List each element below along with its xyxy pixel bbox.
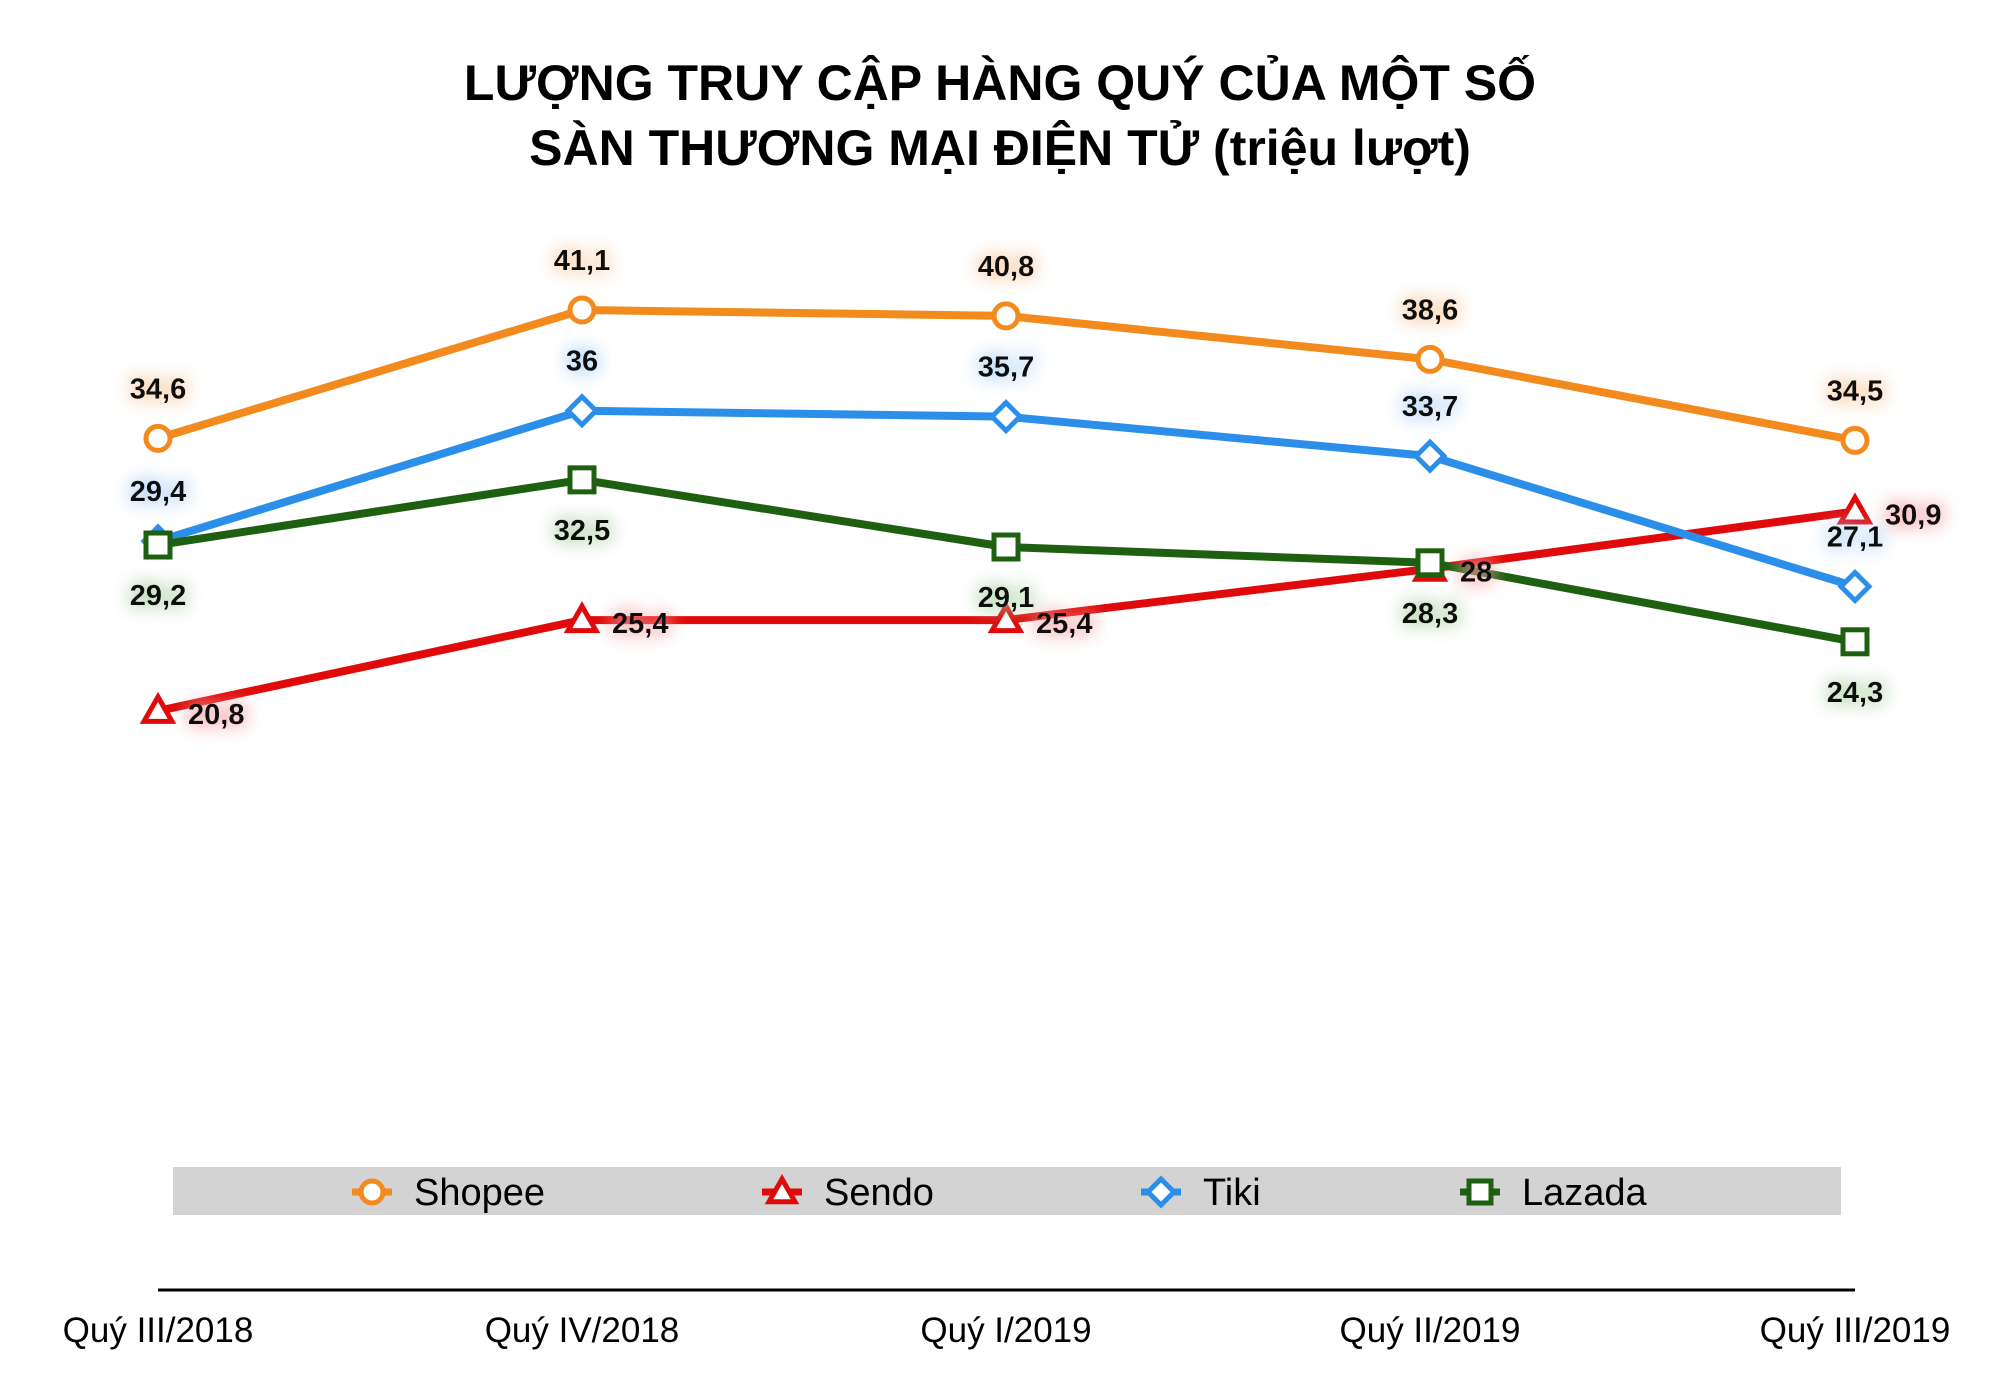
lazada-point-3 xyxy=(991,532,1021,562)
shopee-series xyxy=(143,295,1870,455)
legend-label-shopee: Shopee xyxy=(414,1172,545,1214)
legend-item-tiki: Tiki xyxy=(1141,1172,1261,1214)
sendo-point-3 xyxy=(987,601,1025,634)
series-layer xyxy=(139,295,1874,724)
tiki-data-label-5: 27,1 xyxy=(1827,522,1883,554)
shopee-point-1 xyxy=(143,423,173,453)
sendo-point-2 xyxy=(563,601,601,634)
lazada-data-label-3: 29,1 xyxy=(978,582,1034,614)
lazada-point-1 xyxy=(143,530,173,560)
legend-label-sendo: Sendo xyxy=(824,1172,934,1214)
lazada-series xyxy=(143,465,1870,657)
tiki-data-label-4: 33,7 xyxy=(1402,391,1458,423)
lazada-point-2 xyxy=(567,465,597,495)
tiki-point-2 xyxy=(564,393,600,429)
legend-item-sendo: Sendo xyxy=(762,1172,934,1214)
tiki-point-3 xyxy=(988,399,1024,435)
legend-label-tiki: Tiki xyxy=(1203,1172,1261,1214)
shopee-data-label-2: 41,1 xyxy=(554,245,610,277)
lazada-data-label-1: 29,2 xyxy=(130,580,186,612)
sendo-data-label-3: 25,4 xyxy=(1036,608,1092,640)
tiki-data-label-1: 29,4 xyxy=(130,476,186,508)
sendo-point-1 xyxy=(139,691,177,724)
legend-background xyxy=(173,1167,1841,1215)
legend-label-lazada: Lazada xyxy=(1522,1172,1648,1214)
data-label-layer: 34,6 41,1 40,8 38,6 34,5 20,8 25,4 25,4 28 30,9 29… xyxy=(130,245,1942,731)
x-tick-label-3: Quý I/2019 xyxy=(920,1311,1091,1350)
shopee-point-2 xyxy=(567,295,597,325)
legend: Shopee Sendo Tiki Lazada xyxy=(173,1167,1841,1215)
sendo-data-label-2: 25,4 xyxy=(612,608,668,640)
lazada-point-5 xyxy=(1840,627,1870,657)
legend-marker-shopee xyxy=(358,1178,386,1206)
shopee-point-3 xyxy=(991,301,1021,331)
sendo-data-label-5: 30,9 xyxy=(1885,499,1941,531)
sendo-data-label-4: 28 xyxy=(1460,557,1492,589)
shopee-data-label-4: 38,6 xyxy=(1402,294,1458,326)
sendo-data-label-1: 20,8 xyxy=(188,699,244,731)
tiki-data-label-2: 36 xyxy=(566,346,598,378)
shopee-data-label-5: 34,5 xyxy=(1827,375,1883,407)
tiki-series xyxy=(140,393,1873,605)
x-tick-label-2: Quý IV/2018 xyxy=(485,1311,680,1350)
chart-title-line-2: SÀN THƯƠNG MẠI ĐIỆN TỬ (triệu lượt) xyxy=(529,119,1471,176)
legend-marker-lazada xyxy=(1466,1178,1494,1206)
lazada-data-label-2: 32,5 xyxy=(554,515,610,547)
lazada-point-4 xyxy=(1415,548,1445,578)
tiki-point-5 xyxy=(1837,568,1873,605)
x-tick-label-4: Quý II/2019 xyxy=(1340,1311,1521,1350)
legend-items: Shopee Sendo Tiki Lazada xyxy=(352,1172,1648,1214)
shopee-point-4 xyxy=(1415,344,1445,374)
x-tick-layer: Quý III/2018 Quý IV/2018 Quý I/2019 Quý II/… xyxy=(63,1311,1951,1350)
shopee-data-label-1: 34,6 xyxy=(130,373,186,405)
lazada-data-label-5: 24,3 xyxy=(1827,677,1883,709)
shopee-point-5 xyxy=(1840,425,1870,455)
tiki-point-4 xyxy=(1412,438,1448,474)
chart-title-line-1: LƯỢNG TRUY CẬP HÀNG QUÝ CỦA MỘT SỐ xyxy=(464,54,1536,111)
legend-item-shopee: Shopee xyxy=(352,1172,545,1214)
sendo-point-5 xyxy=(1836,492,1874,525)
legend-marker-sendo xyxy=(764,1173,800,1205)
tiki-data-label-3: 35,7 xyxy=(978,352,1034,384)
lazada-data-label-4: 28,3 xyxy=(1402,598,1458,630)
shopee-data-label-3: 40,8 xyxy=(978,251,1034,283)
x-tick-label-5: Quý III/2019 xyxy=(1760,1311,1951,1350)
legend-marker-tiki xyxy=(1144,1175,1178,1209)
legend-item-lazada: Lazada xyxy=(1460,1172,1648,1214)
x-tick-label-1: Quý III/2018 xyxy=(63,1311,254,1350)
